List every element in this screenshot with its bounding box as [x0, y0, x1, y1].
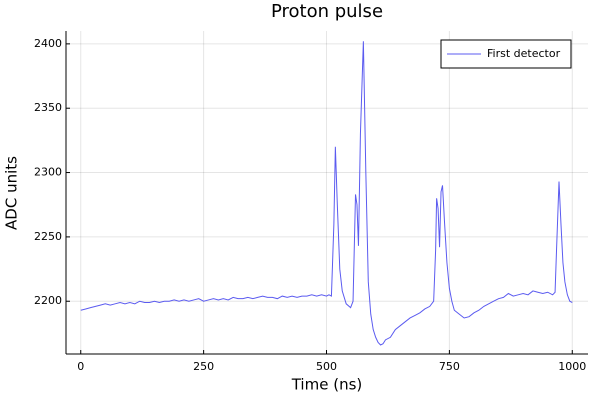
y-axis-label: ADC units	[3, 156, 21, 230]
x-tick-label: 1000	[558, 360, 586, 373]
y-tick-label: 2400	[34, 37, 62, 50]
y-tick-label: 2350	[34, 101, 62, 114]
y-tick-label: 2200	[34, 294, 62, 307]
data-line	[80, 41, 573, 346]
x-tick-label: 750	[439, 360, 460, 373]
chart-title: Proton pulse	[271, 1, 383, 22]
y-tick-label: 2300	[34, 166, 62, 179]
x-tick-label: 500	[316, 360, 337, 373]
legend-label: First detector	[487, 47, 561, 60]
x-tick-label: 0	[77, 360, 84, 373]
x-tick-label: 250	[193, 360, 214, 373]
y-tick-label: 2250	[34, 230, 62, 243]
x-axis-label: Time (ns)	[291, 376, 363, 394]
